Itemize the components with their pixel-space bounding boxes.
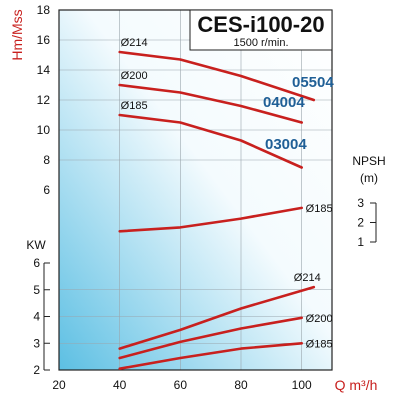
power-tick-label: 5 <box>33 283 40 297</box>
head-curve-label: Ø214 <box>121 37 148 49</box>
npsh-tick-label: 2 <box>357 216 364 230</box>
npsh-curve-label: Ø185 <box>306 203 333 215</box>
power-curve-label: Ø185 <box>306 338 333 350</box>
flow-axis-label: Q m³/h <box>335 377 378 393</box>
chart-subtitle: 1500 r/min. <box>233 37 288 49</box>
x-tick-label: 80 <box>234 378 248 392</box>
x-tick-label: 100 <box>292 378 312 392</box>
power-tick-label: 3 <box>33 336 40 350</box>
head-tick-label: 16 <box>37 33 51 47</box>
head-tick-label: 14 <box>37 63 51 77</box>
power-curve-label: Ø200 <box>306 313 333 325</box>
model-label: 03004 <box>265 136 307 153</box>
npsh-axis-label: NPSH <box>352 154 385 168</box>
x-tick-label: 20 <box>52 378 66 392</box>
power-curve <box>118 316 303 360</box>
title-box <box>189 9 333 51</box>
chart-title: CES-i100-20 <box>197 12 324 37</box>
power-curve <box>118 285 316 350</box>
power-axis-label: KW <box>26 238 46 252</box>
head-tick-label: 8 <box>43 153 50 167</box>
curves <box>118 50 316 370</box>
npsh-tick-label: 1 <box>357 235 364 249</box>
head-curve <box>118 113 303 169</box>
head-axis-label: Hm/Mss <box>9 9 25 60</box>
power-curve-label: Ø214 <box>294 272 321 284</box>
head-tick-label: 6 <box>43 183 50 197</box>
x-tick-label: 60 <box>174 378 188 392</box>
head-tick-label: 18 <box>37 3 51 17</box>
npsh-unit-label: (m) <box>360 171 378 185</box>
head-curve <box>118 50 316 102</box>
power-tick-label: 6 <box>33 256 40 270</box>
head-curve <box>118 83 303 124</box>
grid-lines <box>59 10 332 370</box>
tick-labels: 20 40 60 80 100 6 8 10 12 14 16 18 2 3 4 5 6 3 2 1 <box>33 3 377 392</box>
power-tick-label: 4 <box>33 310 40 324</box>
head-curve-label: Ø185 <box>121 100 148 112</box>
head-tick-label: 10 <box>37 123 51 137</box>
power-tick-label: 2 <box>33 363 40 377</box>
model-label: 05504 <box>292 74 334 91</box>
model-label: 04004 <box>263 94 305 111</box>
head-tick-label: 12 <box>37 93 51 107</box>
head-curve-label: Ø200 <box>121 70 148 82</box>
power-curve <box>118 342 303 370</box>
npsh-tick-label: 3 <box>357 196 364 210</box>
x-tick-label: 40 <box>113 378 127 392</box>
curve-labels: Ø214 Ø200 Ø185 05504 04004 03004 Ø185 Ø214 Ø200 Ø… <box>121 37 335 350</box>
npsh-curve <box>118 206 303 233</box>
